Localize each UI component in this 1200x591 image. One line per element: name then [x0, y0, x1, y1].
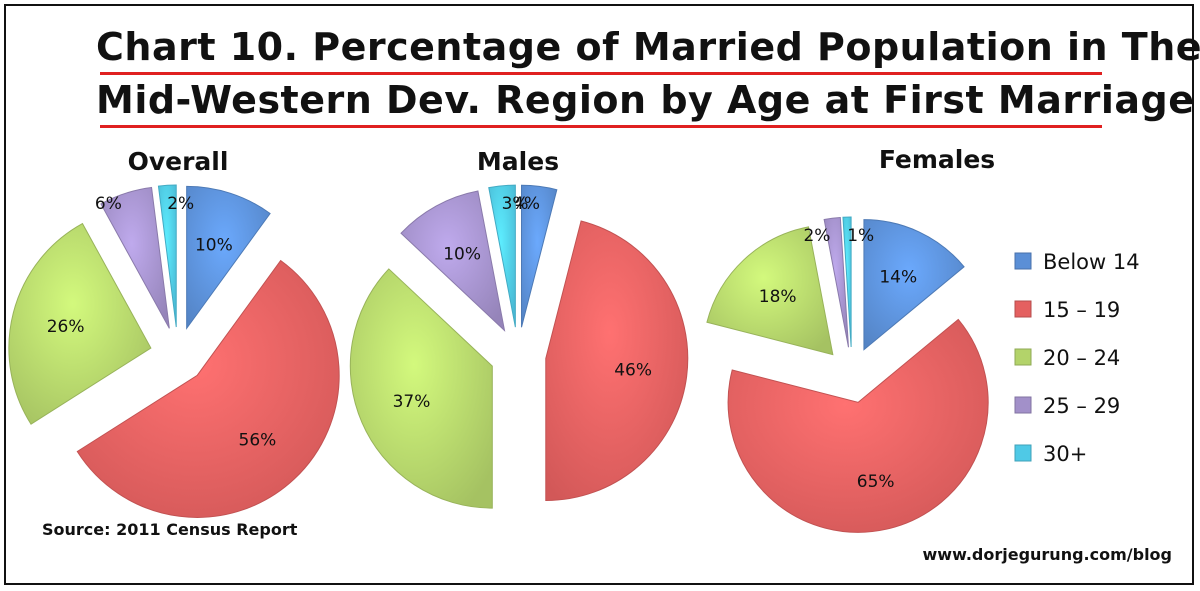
pie-slice-females-2: [706, 226, 834, 356]
pie-slice-overall-4: [157, 184, 177, 328]
slice-label-overall-1: 56%: [239, 431, 277, 451]
pie-slice-overall-1: [76, 259, 340, 518]
legend-label-1: 15 – 19: [1043, 298, 1120, 322]
legend-swatch-1: [1014, 300, 1032, 318]
pie-slice-overall-2: [8, 222, 152, 425]
slice-label-overall-3: 6%: [95, 194, 122, 214]
slice-label-males-2: 37%: [393, 392, 431, 412]
pie-title-males: Males: [477, 147, 559, 176]
pie-slice-females-3: [823, 216, 849, 348]
title-rule-bottom: [100, 125, 1102, 128]
chart-title: Chart 10. Percentage of Married Populati…: [96, 22, 1200, 128]
legend-label-4: 30+: [1043, 442, 1087, 466]
slice-label-overall-4: 2%: [167, 194, 194, 214]
pie-slice-males-3: [400, 190, 506, 332]
legend-label-0: Below 14: [1043, 250, 1140, 274]
slice-label-females-1: 65%: [857, 472, 895, 492]
legend-swatch-4: [1014, 444, 1032, 462]
title-line-2: Mid-Western Dev. Region by Age at First …: [96, 78, 1195, 122]
slice-label-males-1: 46%: [614, 361, 652, 381]
pie-title-females: Females: [879, 145, 995, 174]
title-rule-top: [100, 72, 1102, 75]
legend-label-2: 20 – 24: [1043, 346, 1120, 370]
legend-swatch-0: [1014, 252, 1032, 270]
pie-slice-males-1: [545, 220, 689, 502]
credit-url: www.dorjegurung.com/blog: [922, 545, 1173, 564]
legend-swatch-2: [1014, 348, 1032, 366]
title-line-1: Chart 10. Percentage of Married Populati…: [96, 25, 1200, 69]
pie-slice-females-0: [863, 219, 965, 351]
slice-label-females-0: 14%: [879, 268, 917, 288]
pie-slice-males-0: [521, 184, 558, 328]
slice-label-overall-2: 26%: [47, 317, 85, 337]
slice-label-females-3: 2%: [803, 226, 830, 246]
pie-slice-males-2: [349, 268, 493, 509]
pie-slice-females-4: [842, 216, 852, 348]
legend-label-3: 25 – 29: [1043, 394, 1120, 418]
slice-label-males-0: 4%: [513, 194, 540, 214]
pie-slice-females-1: [727, 318, 989, 533]
slice-label-males-3: 10%: [443, 244, 481, 264]
source-note: Source: 2011 Census Report: [42, 520, 298, 539]
legend-swatch-3: [1014, 396, 1032, 414]
slice-label-females-4: 1%: [847, 226, 874, 246]
pie-title-overall: Overall: [128, 147, 229, 176]
slice-label-females-2: 18%: [759, 287, 797, 307]
pie-slice-males-4: [488, 184, 516, 328]
pie-slice-overall-3: [100, 186, 170, 329]
pie-slice-overall-0: [186, 185, 271, 330]
slice-label-males-4: 3%: [502, 194, 529, 214]
slice-label-overall-0: 10%: [195, 236, 233, 256]
